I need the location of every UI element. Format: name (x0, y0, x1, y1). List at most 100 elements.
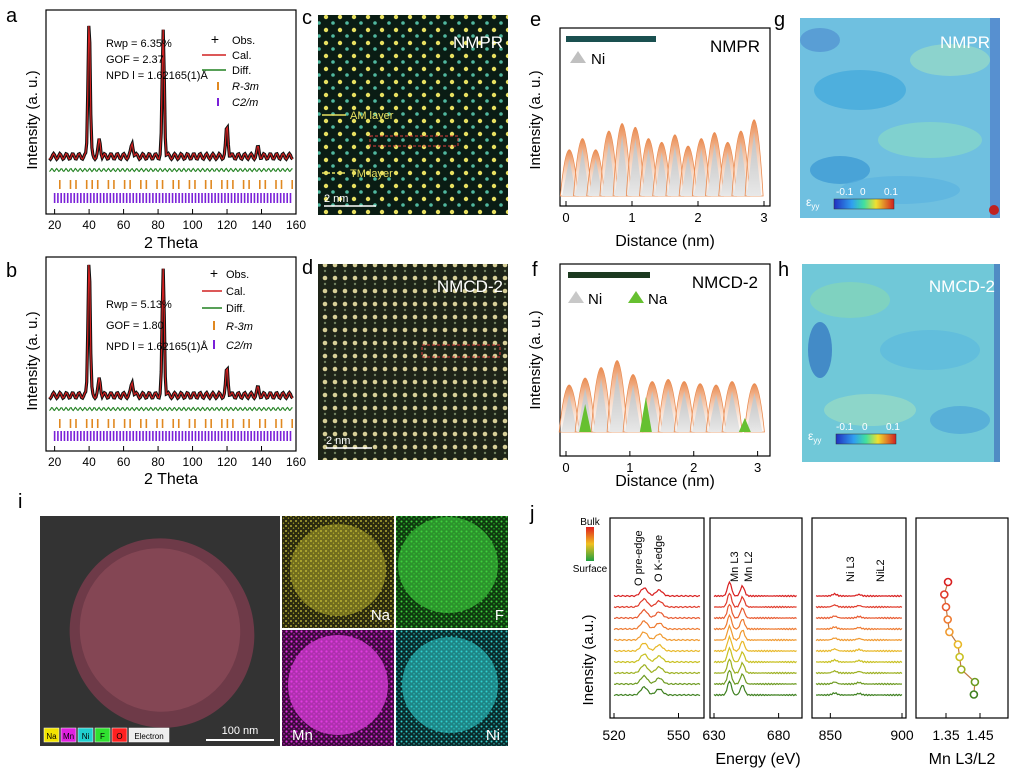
legend-diff-b: Diff. (226, 303, 245, 315)
x-tick-label: 40 (82, 218, 96, 232)
element-chip-label: F (100, 732, 105, 741)
x-tick-label: 1.35 (932, 727, 959, 743)
ni-column-marker (562, 158, 577, 196)
x-tick-label: 550 (667, 727, 691, 743)
image-strip-e (566, 36, 656, 42)
cbar-tick-h-1: 0 (862, 422, 868, 433)
na-legend-icon (628, 291, 644, 303)
legend-na-f: Na (648, 291, 668, 308)
element-chip-label: Na (46, 732, 57, 741)
xas-spectrum (713, 592, 797, 609)
stem-image-c (318, 15, 508, 215)
x-tick-label: 1 (628, 210, 635, 225)
image-strip-f (568, 272, 650, 278)
ni-column-marker (746, 392, 763, 432)
xas-spectrum (815, 604, 903, 609)
panel-letter-h: h (778, 259, 789, 281)
x-tick-label: 680 (767, 727, 791, 743)
plot-frame-j-mn (709, 517, 803, 719)
element-chip (60, 727, 77, 743)
xas-spectrum (613, 631, 701, 642)
x-axis-label-b: 2 Theta (144, 471, 198, 488)
particle-core (79, 548, 241, 712)
ni-column-marker (733, 142, 749, 196)
edge-label-mn-l3: Mn L3 (729, 551, 741, 582)
plot-frame-f (559, 263, 771, 457)
x-axis-label-f: Distance (nm) (615, 473, 715, 490)
xas-spectrum (613, 597, 701, 609)
xas-spectrum (713, 623, 797, 642)
xas-spectrum (613, 663, 701, 675)
xas-spectrum (815, 615, 903, 620)
legend-r3m-a: R-3m (232, 81, 259, 93)
cbar-tick-g-1: 0 (860, 187, 866, 198)
y-axis-label-e: Intensity (a. u.) (527, 70, 544, 169)
x-tick-label: 0 (562, 210, 569, 225)
label-tm-layer: TM layer (350, 168, 393, 180)
map-title-g: NMPR (940, 33, 990, 52)
plot-frame-e (559, 27, 771, 207)
ratio-point (956, 665, 966, 674)
xas-spectrum (713, 580, 797, 598)
na-column-marker (639, 397, 652, 432)
x-tick-label: 160 (286, 455, 306, 469)
x-tick-label: 520 (602, 727, 626, 743)
strain-sub-g: yy (811, 202, 819, 211)
strain-eps-g: ε (806, 195, 812, 209)
x-ticks-a: 20 40 60 80 100 120 140 160 (48, 209, 306, 232)
legend-diff-a: Diff. (232, 65, 251, 77)
strain-texture-g (800, 18, 1000, 218)
x-tick-label: 80 (151, 455, 165, 469)
strain-symbol-h: εyy (808, 429, 821, 445)
element-chip (111, 727, 128, 743)
panel-d: d NMCD-2 2 nm (302, 257, 508, 460)
x-ticks-b: 20 40 60 80 100 120 140 160 (48, 446, 306, 469)
element-chip (94, 727, 111, 743)
label-am-layer: AM layer (350, 110, 394, 122)
image-title-c: NMPR (453, 33, 503, 52)
ni-column-marker (694, 148, 709, 196)
xas-spectrum (713, 613, 797, 631)
legend-cal-a: Cal. (232, 50, 252, 62)
xas-spectrum (815, 647, 903, 653)
xas-spectrum (815, 692, 903, 697)
ratio-point (941, 602, 951, 612)
ni-column-marker (676, 391, 693, 432)
legend-c2m-a: C2/m (232, 97, 258, 109)
stat-gof-b: GOF = 1.80 (106, 320, 164, 332)
cbar-tick-g-2: 0.1 (884, 187, 898, 198)
obs-marker-icon: + (211, 31, 219, 47)
ratio-point (943, 577, 953, 587)
map-label-ni: Ni (486, 727, 500, 744)
element-chip-label: O (116, 732, 122, 741)
panel-letter-c: c (302, 7, 312, 29)
image-title-d: NMCD-2 (437, 277, 503, 296)
x-ticks-f: 0 1 2 3 (562, 451, 761, 475)
calculated-curve (48, 264, 294, 400)
xas-spectrum (713, 603, 797, 620)
scale-label-c: 2 nm (324, 193, 348, 205)
ratio-point (943, 615, 953, 624)
legend-a: + Obs. Cal. Diff. R-3m C2/m (202, 31, 259, 109)
depth-label-surface: Surface (573, 564, 608, 575)
map-title-h: NMCD-2 (929, 277, 995, 296)
x-tick-label: 20 (48, 218, 62, 232)
colorbar-h (835, 433, 897, 445)
panel-f: f Intensity (a. u.) Ni Na NMCD-2 0 1 2 3 Di… (527, 259, 771, 490)
panel-c: c NMPR AM layer TM layer 2 nm (302, 7, 508, 215)
edge-label-o-k: O K-edge (653, 535, 665, 582)
element-chip (43, 727, 60, 743)
scale-label-d: 2 nm (326, 435, 350, 447)
panel-letter-b: b (6, 260, 17, 282)
ratio-points (939, 577, 980, 699)
particle-ni (402, 637, 498, 733)
map-label-na: Na (371, 607, 391, 624)
profile-peaks-f (558, 360, 765, 433)
x-tick-label: 140 (252, 218, 272, 232)
particle-f (398, 517, 498, 613)
stem-image-d (318, 264, 508, 460)
legend-obs-a: Obs. (232, 35, 255, 47)
xas-spectrum (815, 658, 903, 664)
ni-column-marker (720, 152, 735, 196)
ni-column-marker (654, 152, 669, 196)
